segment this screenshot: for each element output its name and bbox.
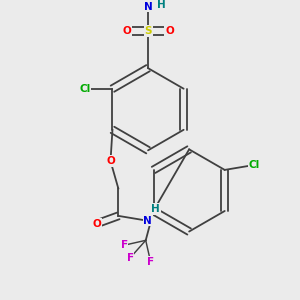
- Text: O: O: [165, 26, 174, 36]
- Text: O: O: [122, 26, 131, 36]
- Text: F: F: [147, 257, 154, 267]
- Text: F: F: [127, 253, 134, 263]
- Text: O: O: [92, 219, 101, 229]
- Text: N: N: [144, 2, 152, 11]
- Text: O: O: [106, 156, 115, 166]
- Text: H: H: [158, 0, 166, 10]
- Text: N: N: [143, 216, 152, 226]
- Text: H: H: [151, 204, 160, 214]
- Text: F: F: [121, 240, 128, 250]
- Text: Cl: Cl: [248, 160, 260, 170]
- Text: Cl: Cl: [80, 84, 91, 94]
- Text: S: S: [144, 26, 152, 36]
